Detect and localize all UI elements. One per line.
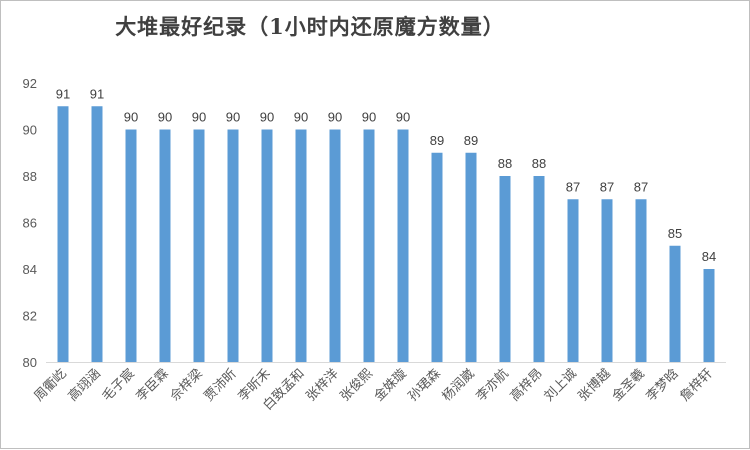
y-tick-label: 88: [23, 169, 37, 184]
bar: [465, 152, 477, 362]
data-label: 87: [566, 179, 580, 194]
y-tick-label: 92: [23, 76, 37, 91]
category-label: 张梓洋: [304, 366, 342, 404]
data-label: 88: [532, 156, 546, 171]
bar: [533, 176, 545, 362]
category-label: 高翊涵: [65, 366, 104, 405]
data-label: 90: [226, 110, 240, 125]
category-label: 李亦航: [473, 366, 512, 405]
bar: [635, 199, 647, 362]
bar: [295, 129, 307, 362]
bar: [499, 176, 511, 362]
data-label: 90: [294, 110, 308, 125]
y-tick-label: 84: [23, 262, 37, 277]
category-label: 金圣羲: [609, 366, 648, 405]
data-label: 90: [328, 110, 342, 125]
data-label: 89: [464, 133, 478, 148]
category-label: 佘梓梁: [167, 366, 206, 405]
category-label: 李梦晗: [643, 366, 682, 405]
data-label: 85: [668, 226, 682, 241]
bar: [431, 152, 443, 362]
category-label: 毛子宸: [99, 366, 138, 405]
category-label: 周衢屹: [32, 366, 70, 404]
bar: [227, 129, 239, 362]
y-tick-label: 90: [23, 123, 37, 138]
data-label: 91: [90, 86, 104, 101]
bar: [193, 129, 205, 362]
data-label: 87: [634, 179, 648, 194]
bar: [703, 269, 715, 362]
data-label: 90: [124, 110, 138, 125]
data-label: 84: [702, 249, 716, 264]
data-label: 90: [362, 110, 376, 125]
data-label: 89: [430, 133, 444, 148]
bar: [601, 199, 613, 362]
bar: [261, 129, 273, 362]
category-label: 高梓昂: [507, 366, 546, 405]
data-label: 90: [260, 110, 274, 125]
category-label: 张博越: [576, 366, 614, 404]
y-tick-label: 80: [23, 355, 37, 370]
chart-title: 大堆最好纪录（1小时内还原魔方数量）: [115, 14, 505, 39]
data-label: 87: [600, 179, 614, 194]
bar: [91, 106, 103, 362]
category-label: 李臣霖: [134, 366, 172, 404]
bar: [397, 129, 409, 362]
data-label: 90: [158, 110, 172, 125]
y-tick-label: 86: [23, 216, 37, 231]
category-label: 张俊熙: [338, 366, 376, 404]
y-tick-label: 82: [23, 309, 37, 324]
data-label: 90: [396, 110, 410, 125]
category-label: 金姝璇: [371, 366, 410, 405]
data-label: 88: [498, 156, 512, 171]
category-label: 孙珺森: [406, 366, 444, 404]
bar: [363, 129, 375, 362]
category-label: 贾沛昕: [202, 366, 240, 404]
category-label: 杨润崴: [440, 366, 478, 404]
bar: [125, 129, 137, 362]
bar: [669, 245, 681, 362]
data-label: 91: [56, 86, 70, 101]
data-label: 90: [192, 110, 206, 125]
category-label: 詹梓轩: [678, 366, 716, 404]
bar: [57, 106, 69, 362]
bar: [159, 129, 171, 362]
bar: [329, 129, 341, 362]
bar: [567, 199, 579, 362]
category-label: 刘上诚: [542, 366, 580, 404]
